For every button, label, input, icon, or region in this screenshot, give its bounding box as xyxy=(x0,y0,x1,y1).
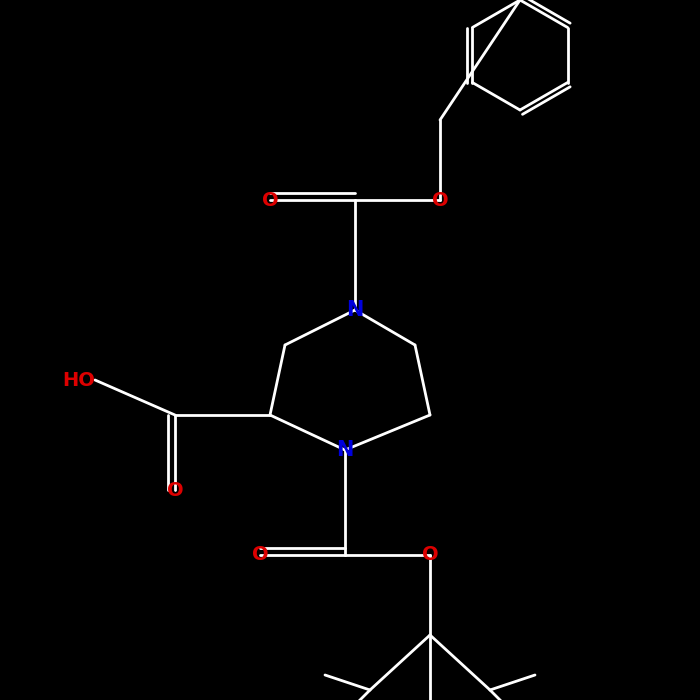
Text: O: O xyxy=(252,545,268,564)
Text: N: N xyxy=(346,300,364,320)
Text: O: O xyxy=(421,545,438,564)
Text: HO: HO xyxy=(62,370,95,389)
Text: N: N xyxy=(336,440,354,460)
Text: O: O xyxy=(432,190,448,209)
Text: O: O xyxy=(262,190,279,209)
Text: O: O xyxy=(167,480,183,500)
